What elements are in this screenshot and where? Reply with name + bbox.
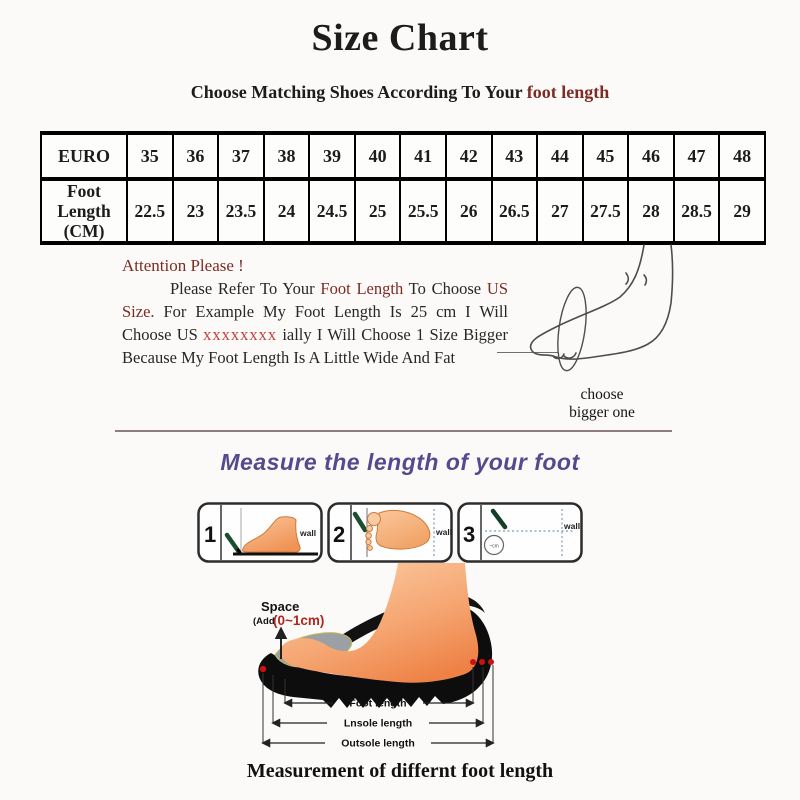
foot-length-cell: 28.5 bbox=[672, 177, 721, 245]
subtitle-highlight: foot length bbox=[526, 82, 610, 102]
step3-illustration: 3 ~cm wall bbox=[457, 502, 583, 563]
step3-number: 3 bbox=[463, 522, 475, 547]
side-foot-shape bbox=[242, 516, 301, 553]
section-divider bbox=[115, 430, 672, 432]
euro-size-cell: 45 bbox=[581, 132, 630, 181]
attention-text: ially I Will Choose 1 Size Bigger Becaus… bbox=[122, 325, 508, 367]
euro-size-cell: 40 bbox=[353, 132, 402, 181]
outsole-length-label: Outsole length bbox=[341, 738, 415, 750]
foot-outline-path bbox=[529, 244, 674, 360]
euro-size-cell: 36 bbox=[171, 132, 220, 181]
foot-length-row: Foot Length (CM) 22.5 23 23.5 24 24.5 25… bbox=[40, 177, 766, 245]
euro-row: EURO 35 36 37 38 39 40 41 42 43 44 45 46… bbox=[40, 132, 766, 181]
foot-length-cell: 24 bbox=[262, 177, 311, 245]
euro-row-header: EURO bbox=[40, 132, 128, 181]
bottom-caption: Measurement of differnt foot length bbox=[246, 760, 554, 782]
foot-shape bbox=[280, 563, 479, 683]
foot-sketch-illustration bbox=[529, 244, 674, 372]
foot-length-cell: 26 bbox=[444, 177, 493, 245]
foot-length-cell: 25 bbox=[353, 177, 402, 245]
foot-length-cell: 27 bbox=[536, 177, 584, 245]
attention-text: For Example My Foot Length Is 25 cm I Wi… bbox=[122, 302, 508, 344]
foot-length-cell: 22.5 bbox=[126, 177, 174, 245]
marker-pen-icon bbox=[352, 511, 368, 533]
heel-marker-dot bbox=[470, 659, 476, 665]
wide-leader-line bbox=[497, 352, 559, 353]
foot-length-cell: 27.5 bbox=[581, 177, 630, 245]
measure-circle bbox=[483, 534, 505, 556]
foot-length-label: Foot length bbox=[349, 698, 406, 710]
attention-text: Please Refer To Your bbox=[170, 279, 321, 298]
attention-text: To Choose bbox=[403, 279, 487, 298]
measure-circle-label: ~cm bbox=[489, 544, 499, 550]
wall-label: wall bbox=[299, 528, 316, 538]
euro-size-cell: 43 bbox=[490, 132, 539, 181]
big-toe-shape bbox=[367, 512, 381, 526]
attention-foot-length: Foot Length bbox=[320, 279, 404, 298]
heel-marker-dot bbox=[479, 659, 485, 665]
euro-size-cell: 46 bbox=[627, 132, 675, 181]
toe-bumps-path bbox=[552, 352, 577, 360]
euro-size-cell: 42 bbox=[444, 132, 493, 181]
foot-length-row-header: Foot Length (CM) bbox=[40, 177, 128, 245]
ankle-tick-marks bbox=[625, 272, 648, 286]
foot-length-cell: 25.5 bbox=[399, 177, 447, 245]
heel-marker-dot bbox=[488, 659, 494, 665]
toe-marker-dot bbox=[259, 665, 267, 673]
step1-number: 1 bbox=[204, 522, 216, 547]
insole-length-label: Lnsole length bbox=[344, 718, 412, 730]
wall-label: wall bbox=[563, 521, 580, 531]
shoe-sole-shape bbox=[258, 607, 493, 708]
foot-length-cell: 29 bbox=[718, 177, 766, 245]
subtitle: Choose Matching Shoes According To Your … bbox=[0, 82, 800, 103]
foot-length-cell: 24.5 bbox=[308, 177, 356, 245]
step1-illustration: 1 wall bbox=[197, 502, 323, 563]
euro-size-cell: 39 bbox=[308, 132, 356, 181]
euro-size-cell: 47 bbox=[672, 132, 721, 181]
attention-body: Please Refer To Your Foot Length To Choo… bbox=[122, 277, 508, 369]
measure-heading: Measure the length of your foot bbox=[220, 449, 580, 475]
attention-censored-text: xxxxxxxx bbox=[203, 325, 278, 344]
space-add-value: (0~1cm) bbox=[273, 613, 324, 628]
subtitle-text: Choose Matching Shoes According To Your bbox=[190, 82, 523, 102]
footprint-shape bbox=[375, 509, 431, 550]
attention-note: Attention Please ! Please Refer To Your … bbox=[122, 256, 508, 369]
choose-bigger-note: choose bigger one bbox=[538, 386, 666, 422]
euro-size-cell: 48 bbox=[718, 132, 766, 181]
euro-size-cell: 38 bbox=[262, 132, 311, 181]
attention-heading: Attention Please ! bbox=[122, 256, 244, 275]
euro-size-cell: 35 bbox=[126, 132, 174, 181]
euro-size-cell: 44 bbox=[536, 132, 584, 181]
foot-length-cell: 28 bbox=[627, 177, 675, 245]
wall-label: wall bbox=[435, 527, 452, 537]
width-ellipse bbox=[557, 286, 587, 372]
choose-bigger-line1: choose bbox=[580, 386, 624, 403]
choose-bigger-line2: bigger one bbox=[569, 404, 635, 421]
step2-illustration: 2 wall bbox=[327, 502, 453, 563]
euro-size-cell: 41 bbox=[399, 132, 447, 181]
foot-length-cell: 23 bbox=[171, 177, 220, 245]
page-title: Size Chart bbox=[311, 17, 489, 59]
shoe-measurement-illustration: Space (Add (0~1cm) Foot length Lnsole le… bbox=[253, 563, 495, 750]
euro-size-cell: 37 bbox=[217, 132, 265, 181]
step2-number: 2 bbox=[333, 522, 345, 547]
foot-length-cell: 23.5 bbox=[217, 177, 265, 245]
foot-length-cell: 26.5 bbox=[490, 177, 539, 245]
attention-us-size: US Size. bbox=[122, 279, 508, 321]
marker-pen-icon bbox=[490, 508, 508, 530]
space-add-prefix: (Add bbox=[253, 616, 275, 627]
size-table: EURO 35 36 37 38 39 40 41 42 43 44 45 46… bbox=[40, 131, 766, 246]
space-label: Space bbox=[261, 599, 299, 614]
